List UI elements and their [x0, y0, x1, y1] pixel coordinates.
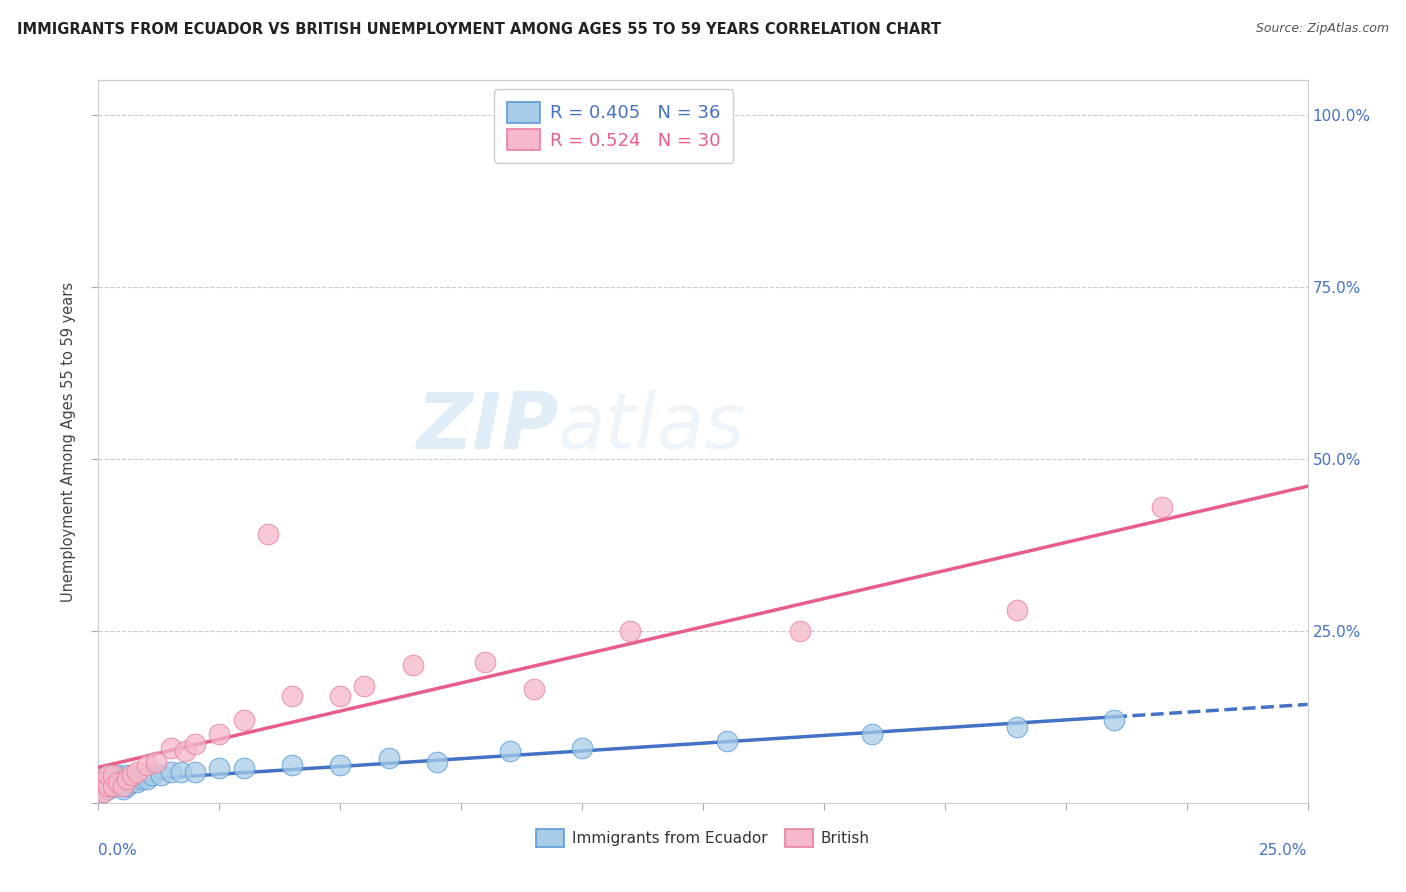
Point: [1007, 720, 1029, 734]
Point: [232, 713, 254, 727]
Point: [498, 744, 520, 758]
Point: [135, 758, 157, 772]
Point: [329, 758, 352, 772]
Point: [281, 758, 304, 772]
Point: [90, 782, 112, 797]
Text: 0.0%: 0.0%: [98, 843, 138, 857]
Point: [860, 727, 883, 741]
Point: [107, 768, 129, 782]
Point: [97, 768, 120, 782]
Point: [208, 761, 231, 775]
Point: [117, 779, 139, 793]
Point: [1102, 713, 1125, 727]
Point: [160, 764, 183, 779]
Point: [91, 785, 114, 799]
Point: [426, 755, 449, 769]
Point: [184, 764, 207, 779]
Point: [111, 782, 134, 797]
Point: [474, 655, 496, 669]
Point: [150, 768, 173, 782]
Point: [619, 624, 641, 638]
Point: [353, 679, 375, 693]
Point: [91, 779, 114, 793]
Point: [135, 772, 157, 786]
Text: Source: ZipAtlas.com: Source: ZipAtlas.com: [1256, 22, 1389, 36]
Point: [145, 755, 167, 769]
Y-axis label: Unemployment Among Ages 55 to 59 years: Unemployment Among Ages 55 to 59 years: [60, 282, 76, 601]
Point: [121, 775, 143, 789]
Point: [402, 658, 425, 673]
Point: [101, 768, 124, 782]
Legend: Immigrants from Ecuador, British: Immigrants from Ecuador, British: [530, 823, 876, 853]
Point: [1152, 500, 1174, 514]
Point: [571, 740, 593, 755]
Point: [101, 772, 124, 786]
Text: 25.0%: 25.0%: [1260, 843, 1308, 857]
Point: [101, 779, 124, 793]
Point: [377, 751, 399, 765]
Point: [1007, 603, 1029, 617]
Text: ZIP: ZIP: [416, 389, 558, 465]
Point: [107, 779, 129, 793]
Point: [107, 775, 129, 789]
Point: [523, 682, 546, 697]
Point: [256, 527, 278, 541]
Point: [208, 727, 231, 741]
Point: [232, 761, 254, 775]
Point: [97, 779, 120, 793]
Point: [111, 779, 134, 793]
Point: [127, 764, 149, 779]
Point: [97, 782, 120, 797]
Text: atlas: atlas: [558, 389, 745, 465]
Point: [174, 744, 197, 758]
Point: [117, 768, 139, 782]
Point: [716, 734, 738, 748]
Point: [121, 768, 143, 782]
Point: [97, 775, 120, 789]
Point: [329, 689, 352, 703]
Point: [184, 737, 207, 751]
Point: [111, 772, 134, 786]
Point: [141, 768, 163, 782]
Point: [127, 775, 149, 789]
Point: [160, 740, 183, 755]
Point: [281, 689, 304, 703]
Text: IMMIGRANTS FROM ECUADOR VS BRITISH UNEMPLOYMENT AMONG AGES 55 TO 59 YEARS CORREL: IMMIGRANTS FROM ECUADOR VS BRITISH UNEMP…: [17, 22, 941, 37]
Point: [789, 624, 811, 638]
Point: [117, 772, 139, 786]
Point: [131, 772, 153, 786]
Point: [91, 785, 114, 799]
Point: [90, 782, 112, 797]
Point: [91, 775, 114, 789]
Point: [91, 775, 114, 789]
Point: [97, 768, 120, 782]
Point: [101, 779, 124, 793]
Point: [169, 764, 191, 779]
